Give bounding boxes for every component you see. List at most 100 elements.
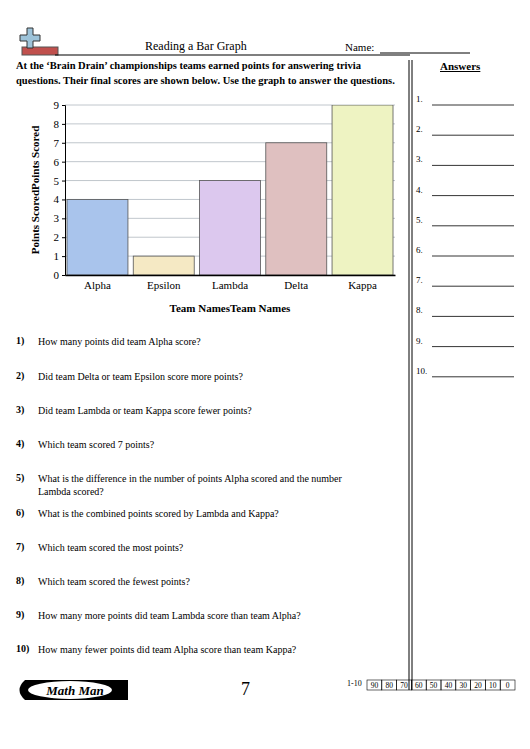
y-tick-mark [62, 105, 65, 106]
y-tick-mark [62, 218, 65, 219]
x-axis-line [66, 275, 396, 277]
bar [67, 199, 128, 275]
question-number: 1) [16, 335, 24, 346]
answer-line [432, 165, 514, 166]
x-tick: Lambda [212, 275, 248, 291]
answer-line [432, 286, 514, 287]
answer-line [432, 195, 514, 196]
y-tick-mark [62, 124, 65, 125]
y-axis-line [62, 106, 66, 276]
score-cell [426, 680, 441, 690]
score-value: 0 [506, 681, 510, 690]
question-number: 2) [16, 370, 24, 381]
brand-oval [28, 681, 112, 699]
y-tick-mark [62, 162, 65, 163]
grid [65, 105, 395, 275]
x-tick-label: Delta [284, 279, 308, 291]
y-tick-mark [62, 275, 65, 276]
answer-line [432, 256, 514, 257]
score-cell [485, 680, 500, 690]
answer-line [432, 376, 514, 377]
answer-number: 4. [416, 185, 423, 195]
bar [266, 143, 327, 275]
y-tick: 1 [54, 250, 66, 262]
y-axis: 0 1 2 3 4 5 6 7 8 9 [54, 99, 66, 281]
y-tick: 6 [54, 156, 66, 168]
question-text: Which team scored the fewest points? [38, 575, 368, 588]
x-tick-label: Epsilon [147, 279, 181, 291]
y-tick-mark [62, 199, 65, 200]
score-value: 20 [474, 681, 482, 690]
answer-line [432, 346, 514, 347]
score-value: 60 [415, 681, 423, 690]
y-tick: 8 [54, 118, 66, 130]
score-cell [411, 680, 426, 690]
y-tick: 9 [54, 99, 66, 111]
score-value: 70 [400, 681, 408, 690]
bar [332, 105, 393, 275]
answers-title: Answers [440, 60, 480, 72]
y-axis-title: Points ScoredPoints Scored [29, 126, 41, 255]
y-tick-label: 2 [54, 231, 60, 243]
answer-number: 6. [416, 245, 423, 255]
y-tick-label: 3 [54, 212, 60, 224]
x-tick: Kappa [348, 275, 377, 291]
question-text: Which team scored the most points? [38, 541, 368, 554]
brand-badge: Math Man [20, 680, 129, 700]
y-tick-label: 4 [54, 193, 60, 205]
answer-number: 9. [416, 336, 423, 346]
bars [67, 105, 393, 275]
y-tick-label: 6 [54, 156, 60, 168]
x-tick: Alpha [84, 275, 111, 291]
worksheet-title: Reading a Bar Graph [145, 39, 247, 54]
answer-line [432, 135, 514, 136]
question-text: Which team scored 7 points? [38, 438, 368, 451]
y-tick-label: 5 [54, 175, 60, 187]
x-tick-label: Lambda [212, 279, 248, 291]
y-tick-label: 1 [54, 250, 60, 262]
score-value: 10 [489, 681, 497, 690]
answer-number: 10. [416, 366, 427, 376]
answer-line [432, 316, 514, 317]
score-value: 50 [430, 681, 438, 690]
question-number: 9) [16, 609, 24, 620]
score-value: 80 [385, 681, 393, 690]
question-number: 3) [16, 404, 24, 415]
x-tick: Delta [284, 275, 308, 291]
x-tick: Epsilon [147, 275, 181, 291]
y-tick: 3 [54, 212, 66, 224]
logo-cross [20, 28, 40, 48]
answer-line [432, 105, 514, 106]
y-tick-mark [62, 143, 65, 144]
score-cell [441, 680, 456, 690]
column-rule [412, 60, 413, 690]
y-tick: 2 [54, 231, 66, 243]
y-tick: 4 [54, 193, 66, 205]
question-number: 8) [16, 575, 24, 586]
y-tick: 0 [54, 269, 66, 281]
name-line [380, 53, 470, 54]
answer-number: 3. [416, 154, 423, 164]
x-axis-title: Team NamesTeam Names [170, 302, 292, 314]
y-tick-mark [62, 181, 65, 182]
question-number: 4) [16, 438, 24, 449]
score-cell [500, 680, 515, 690]
y-tick-label: 9 [54, 99, 60, 111]
y-tick-mark [62, 237, 65, 238]
y-tick-label: 8 [54, 118, 60, 130]
page-number: 7 [241, 679, 250, 700]
question-number: 10) [16, 643, 29, 654]
question-number: 6) [16, 507, 24, 518]
y-tick: 7 [54, 137, 66, 149]
question-text: Did team Lambda or team Kappa score fewe… [38, 404, 368, 417]
question-number: 5) [16, 472, 24, 483]
score-cell [367, 680, 382, 690]
answer-number: 5. [416, 215, 423, 225]
brand-text: Math Man [45, 683, 103, 698]
header-rule [55, 54, 410, 55]
question-text: How many fewer points did team Alpha sco… [38, 643, 368, 656]
x-tick-label: Kappa [348, 279, 377, 291]
answer-line [432, 225, 514, 226]
answer-number: 8. [416, 305, 423, 315]
question-text: What is the combined points scored by La… [38, 507, 368, 520]
